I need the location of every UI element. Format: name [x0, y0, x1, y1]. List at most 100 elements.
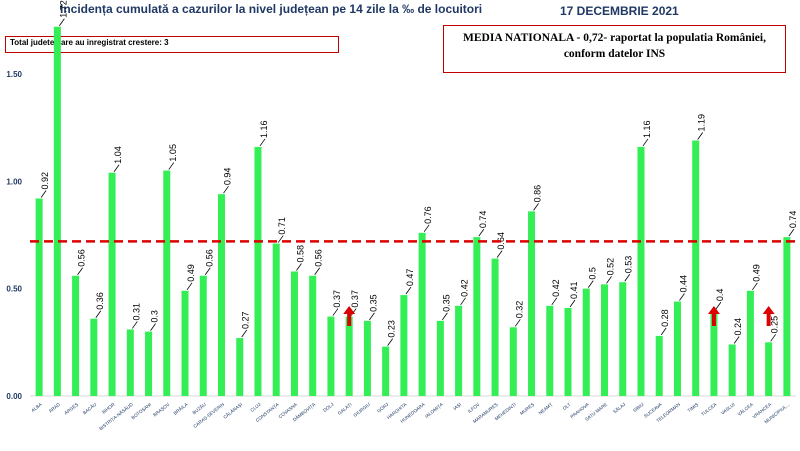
bar: [126, 329, 134, 396]
data-label: 0.42: [551, 279, 561, 297]
bar: [637, 146, 645, 396]
label-leader: [332, 308, 339, 316]
label-leader: [533, 203, 539, 211]
category-label: TULCEA: [700, 401, 718, 417]
bar: [528, 211, 536, 396]
increase-count-note: Total judete care au inregistrat crester…: [5, 36, 339, 53]
data-label: 0.24: [733, 318, 743, 336]
label-leader: [606, 276, 612, 284]
bar: [491, 258, 499, 396]
category-label: ALBA: [30, 401, 43, 413]
data-label: 0.32: [514, 301, 524, 319]
label-leader: [40, 190, 47, 198]
national-average-line2: conform datelor INS: [563, 48, 666, 60]
label-leader: [660, 327, 667, 336]
category-label: MUREȘ: [519, 402, 535, 416]
data-label: 0.64: [496, 232, 506, 250]
label-leader: [788, 228, 795, 237]
bar: [272, 243, 280, 396]
category-label: IAȘI: [452, 402, 462, 411]
data-label: 0.41: [569, 281, 579, 299]
bar: [710, 310, 718, 396]
data-label: 1.16: [259, 120, 269, 138]
increase-arrow-icon: [343, 306, 356, 326]
category-label: BACĂU: [81, 401, 97, 415]
category-label: BUZĂU: [191, 401, 207, 415]
data-label: 0.23: [387, 320, 397, 338]
data-label: 0.53: [624, 256, 634, 274]
bar: [692, 140, 700, 396]
category-label: OLT: [562, 402, 572, 411]
category-label: ARGEȘ: [63, 402, 79, 416]
data-label: 0.71: [277, 217, 287, 235]
bar: [108, 172, 116, 396]
category-label: BRĂILA: [172, 400, 189, 415]
label-leader: [624, 273, 631, 282]
bar: [35, 198, 43, 396]
bar: [655, 335, 663, 396]
label-leader: [59, 18, 65, 26]
y-tick-label: 1.50: [6, 70, 22, 79]
y-tick-label: 0.00: [6, 392, 22, 401]
label-leader: [223, 185, 229, 194]
bar: [400, 295, 408, 396]
bar: [236, 338, 244, 396]
category-label: BISTRIȚA-NĂSĂUD: [98, 401, 135, 432]
data-label: 0.76: [423, 206, 433, 224]
bar: [509, 327, 517, 396]
increase-arrow-icon: [762, 306, 775, 326]
data-label: 0.25: [770, 316, 780, 334]
y-tick-label: 0.50: [6, 285, 22, 294]
data-label: 0.47: [405, 269, 415, 287]
label-leader: [259, 138, 266, 147]
data-label: 0.27: [241, 311, 251, 329]
label-leader: [679, 293, 685, 301]
data-label: 0.4: [715, 289, 725, 302]
bar: [53, 26, 61, 396]
data-label: 1.05: [168, 144, 178, 162]
bar: [601, 284, 608, 396]
bar: [783, 237, 791, 396]
data-label: 0.36: [95, 292, 105, 310]
bar: [199, 275, 207, 396]
label-leader: [168, 162, 175, 170]
data-label: 0.37: [332, 290, 342, 308]
data-label: 1.16: [642, 120, 652, 138]
label-leader: [514, 319, 521, 327]
category-label: CLUJ: [249, 402, 261, 413]
category-label: TIMIȘ: [687, 402, 700, 413]
data-label: 0.31: [131, 303, 141, 321]
label-leader: [569, 299, 576, 308]
chart-title: Incidența cumulată a cazurilor la nivel …: [60, 2, 483, 16]
bar: [436, 320, 444, 396]
category-label: CĂLĂRAȘI: [222, 401, 244, 420]
label-leader: [369, 312, 375, 321]
data-label: 0.42: [460, 279, 470, 297]
bar: [90, 318, 98, 396]
bar: [181, 290, 189, 396]
bar: [728, 344, 736, 396]
category-label: IALOMIȚA: [424, 401, 445, 419]
data-label: 0.52: [606, 258, 616, 276]
label-leader: [697, 132, 704, 140]
label-leader: [204, 267, 211, 276]
bar: [382, 346, 390, 396]
bar: [746, 290, 754, 396]
label-leader: [587, 280, 594, 288]
label-leader: [551, 297, 558, 306]
category-label: ILFOV: [467, 401, 481, 414]
data-label: 0.94: [223, 168, 233, 186]
data-label: 0.37: [350, 290, 360, 308]
label-leader: [752, 282, 758, 291]
bar: [673, 301, 681, 396]
bar: [309, 275, 317, 396]
data-label: 1.04: [113, 146, 123, 164]
national-average-box: MEDIA NATIONALA - 0,72- raportat la popu…: [443, 25, 786, 73]
bar: [582, 288, 590, 396]
label-leader: [113, 164, 120, 172]
label-leader: [642, 138, 649, 147]
report-date: 17 DECEMBRIE 2021: [560, 4, 679, 18]
bar: [473, 237, 481, 396]
label-leader: [496, 250, 503, 258]
bar: [765, 342, 773, 396]
